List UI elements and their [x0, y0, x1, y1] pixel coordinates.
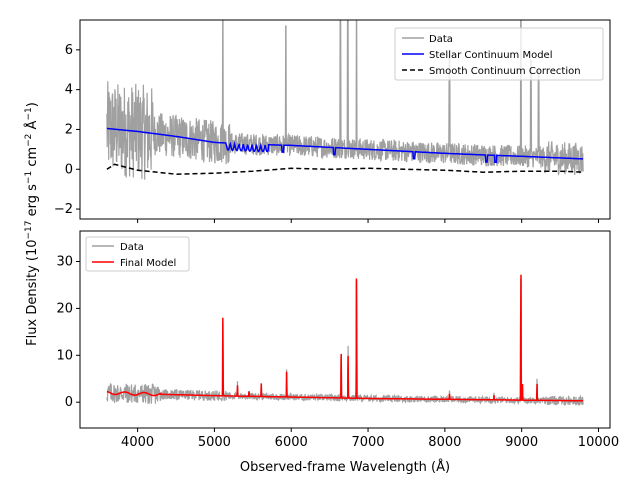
top-y-tick-label: −2 — [54, 202, 73, 217]
bottom-legend-final-label: Final Model — [120, 258, 176, 269]
bottom-y-tick-label: 30 — [56, 254, 73, 269]
bottom-y-tick-label: 20 — [56, 301, 73, 316]
top-y-tick-label: 4 — [65, 83, 73, 98]
bottom-y-tick-label: 10 — [56, 348, 73, 363]
bottom-x-tick-label: 6000 — [275, 435, 308, 450]
top-legend-box — [394, 27, 604, 81]
bottom-axes-frame — [79, 230, 611, 429]
bottom-data-series — [106, 278, 584, 407]
top-smooth-correction-series — [106, 163, 584, 175]
top-y-tick-label: 2 — [65, 122, 73, 137]
top-legend-stellar-label: Stellar Continuum Model — [429, 50, 553, 61]
bottom-y-tick-label: 0 — [65, 395, 73, 410]
x-axis-label: Observed-frame Wavelength (Å) — [240, 459, 450, 475]
top-y-ticks: −2 0 2 4 6 — [54, 43, 80, 217]
bottom-legend-data-label: Data — [120, 242, 144, 253]
bottom-x-tick-label: 10000 — [578, 435, 619, 450]
bottom-plot-area — [106, 274, 584, 407]
bottom-x-tick-label: 7000 — [351, 435, 384, 450]
bottom-panel: 0 10 20 30 4000 5000 6000 7000 8000 9000 10000 Da… — [56, 230, 619, 450]
top-x-ticks — [137, 219, 599, 223]
top-y-tick-label: 6 — [65, 43, 73, 58]
bottom-x-tick-label: 5000 — [198, 435, 231, 450]
top-axes-frame — [79, 19, 611, 220]
bottom-x-ticks: 4000 5000 6000 7000 8000 9000 10000 — [121, 428, 619, 450]
bottom-final-model-series — [106, 274, 583, 402]
top-legend: Data Stellar Continuum Model Smooth Cont… — [394, 27, 604, 81]
top-stellar-continuum-series — [106, 127, 583, 164]
bottom-x-tick-label: 4000 — [121, 435, 154, 450]
bottom-x-tick-label: 9000 — [505, 435, 538, 450]
top-legend-smooth-label: Smooth Continuum Correction — [429, 66, 581, 77]
y-axis-label: Flux Density (10−17 erg s−1 cm−2 Å−1) — [24, 102, 40, 346]
top-legend-data-label: Data — [429, 34, 453, 45]
bottom-y-ticks: 0 10 20 30 — [56, 254, 80, 410]
top-y-tick-label: 0 — [65, 162, 73, 177]
top-plot-area — [106, 20, 584, 180]
bottom-x-tick-label: 8000 — [428, 435, 461, 450]
top-panel: −2 0 2 4 6 Data Stellar Continuum Model Smoo… — [54, 19, 611, 223]
bottom-legend: Data Final Model — [85, 236, 190, 272]
